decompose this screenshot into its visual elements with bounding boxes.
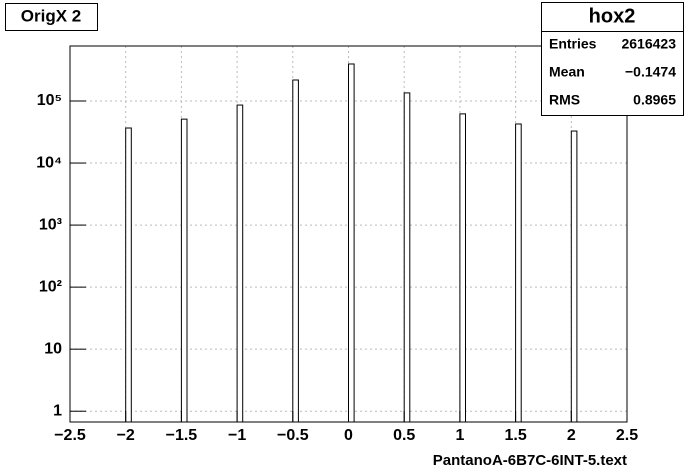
- stats-frame: [541, 2, 684, 116]
- x-tick-label: 0: [344, 427, 353, 444]
- x-tick-label: 1: [455, 427, 464, 444]
- stats-box: hox2 Entries 2616423 Mean −0.1474 RMS 0.8965: [541, 2, 684, 116]
- x-tick-label: −1.5: [166, 427, 198, 444]
- x-tick-label: 1.5: [504, 427, 526, 444]
- y-tick-label: 10⁵: [37, 92, 62, 109]
- stats-title: hox2: [589, 5, 636, 27]
- bar: [236, 104, 244, 423]
- x-tick-label: −0.5: [277, 427, 309, 444]
- y-tick-label: 10³: [39, 216, 62, 233]
- x-tick-label: −1: [228, 427, 246, 444]
- stats-label: Entries: [549, 36, 597, 52]
- stats-value: 0.8965: [633, 92, 676, 108]
- y-tick-label: 10: [44, 340, 62, 357]
- plot-area: −2.5 −2 −1.5 −1 −0.5 0 0.5 1 1.5 2 2.5 1 10 10² 10³ 10⁴…: [36, 45, 638, 444]
- bar: [403, 92, 411, 423]
- x-tick-label: −2: [117, 427, 135, 444]
- bar: [515, 123, 522, 423]
- stats-value: −0.1474: [625, 64, 676, 80]
- x-tick-label: 2: [567, 427, 576, 444]
- stats-value: 2616423: [621, 36, 676, 52]
- bar: [292, 79, 299, 423]
- chart-title: OrigX 2: [21, 6, 81, 25]
- x-tick-label: 0.5: [393, 427, 415, 444]
- bar: [180, 118, 188, 423]
- y-tick-label: 1: [53, 402, 62, 419]
- x-tick-label: 2.5: [616, 427, 638, 444]
- y-tick-label: 10⁴: [36, 154, 62, 171]
- y-tick-label: 10²: [39, 278, 62, 295]
- x-axis-label: PantanoA-6B7C-6INT-5.text: [433, 452, 627, 469]
- title-box: [5, 3, 98, 31]
- bar: [570, 130, 578, 423]
- bar: [348, 63, 355, 423]
- bar: [459, 113, 466, 423]
- stats-label: RMS: [549, 92, 580, 108]
- bar: [125, 127, 132, 423]
- x-tick-label: −2.5: [54, 427, 86, 444]
- stats-label: Mean: [549, 64, 585, 80]
